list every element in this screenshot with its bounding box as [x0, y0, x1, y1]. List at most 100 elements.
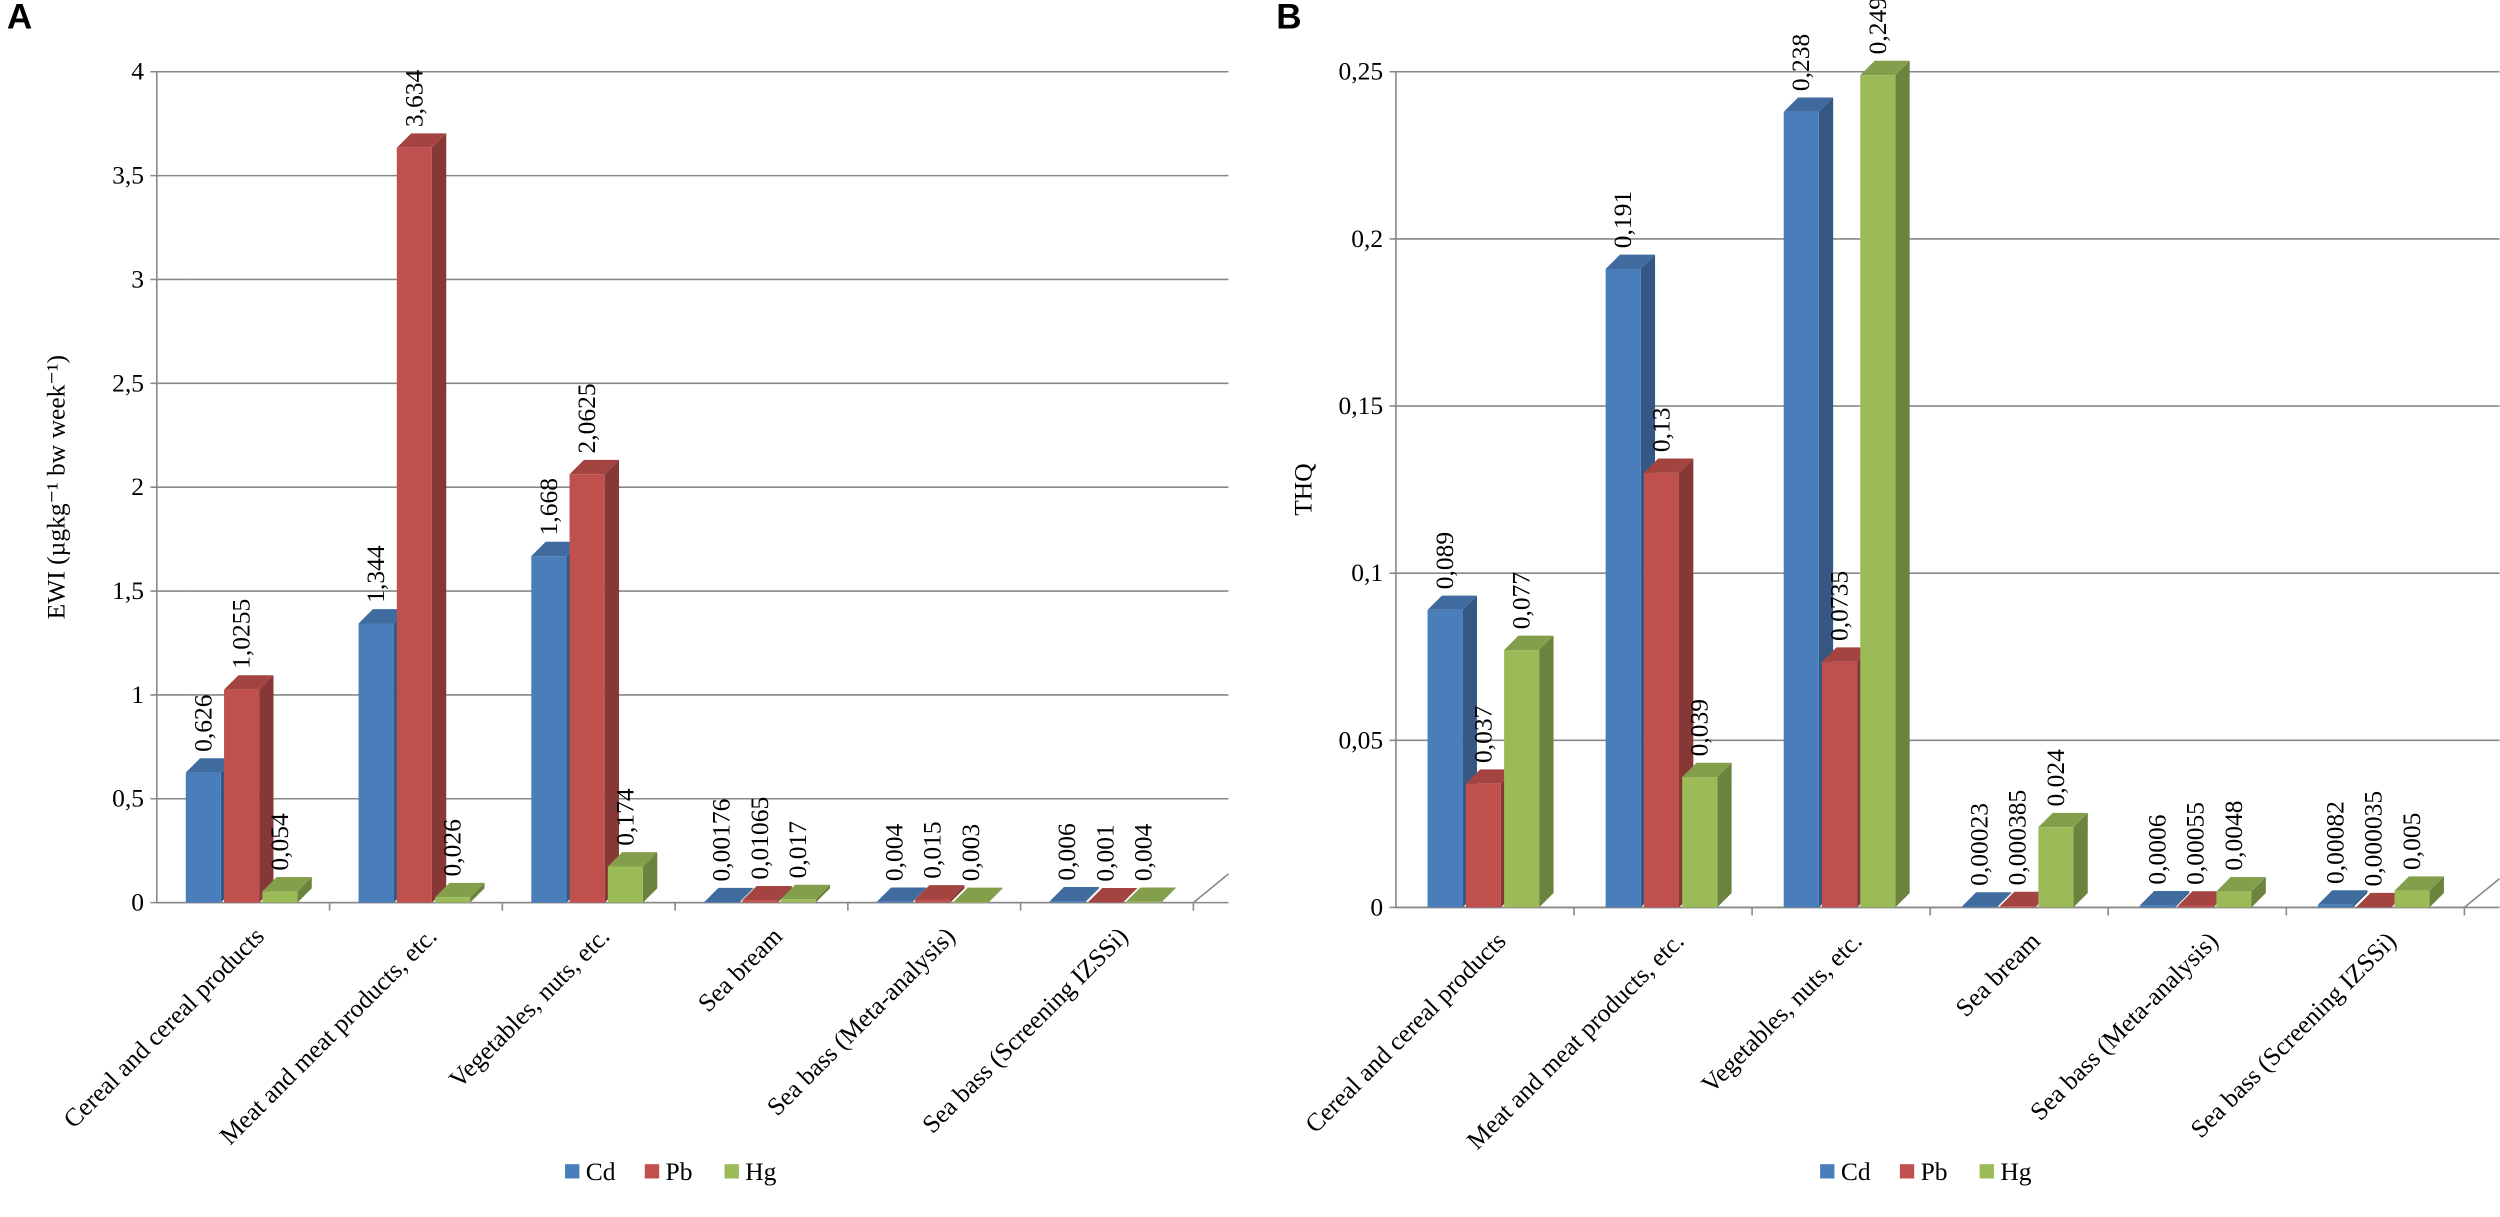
value-label: 0,004 — [1129, 823, 1158, 881]
value-label: 1,344 — [361, 545, 390, 603]
x-tick-label: Sea bream — [692, 921, 788, 1017]
value-label: 0,249 — [1863, 0, 1892, 54]
bar-front — [953, 902, 988, 903]
legend-swatch — [1820, 1164, 1834, 1178]
y-tick-label: 1 — [131, 680, 144, 709]
x-tick-label: Vegetables, nuts, etc. — [1695, 926, 1867, 1098]
value-label: 1,668 — [534, 478, 563, 535]
x-tick-label: Sea bass (Meta-analysis) — [2024, 926, 2224, 1126]
value-label: 2,0625 — [572, 383, 601, 453]
bar-front — [781, 899, 816, 903]
bar-front — [1682, 777, 1717, 907]
panel-label: B — [1276, 0, 1301, 37]
x-tick-label: Sea bass (Screening IZSSi) — [916, 921, 1133, 1138]
bar-front — [2216, 891, 2251, 907]
bar-front — [742, 900, 777, 902]
bar — [2394, 876, 2443, 907]
value-label: 0,00176 — [707, 799, 736, 882]
value-label: 0,037 — [1468, 705, 1497, 763]
bar-front — [1860, 75, 1895, 907]
legend-swatch — [725, 1164, 739, 1178]
bar-front — [435, 897, 470, 902]
legend-label: Cd — [1841, 1157, 1871, 1186]
value-label: 0,017 — [783, 821, 812, 879]
value-label: 0,039 — [1685, 699, 1714, 756]
value-label: 0,006 — [1052, 823, 1081, 880]
y-tick-label: 0,5 — [112, 784, 144, 813]
value-label: 0,0735 — [1824, 571, 1853, 641]
bar-front — [2394, 891, 2429, 908]
y-tick-label: 0,2 — [1351, 224, 1383, 253]
bar-front — [1644, 473, 1679, 908]
y-tick-label: 0 — [1370, 892, 1383, 921]
y-tick-label: 2 — [131, 472, 144, 501]
bar-front — [224, 690, 259, 903]
bar-front — [1504, 650, 1539, 907]
bar-side — [1539, 636, 1553, 908]
y-axis-label: EWI (µgkg⁻¹ bw week⁻¹) — [41, 355, 70, 619]
legend-label: Hg — [2000, 1157, 2031, 1186]
value-label: 0,0006 — [2142, 815, 2171, 885]
floor-edge — [1193, 874, 1228, 903]
bar — [2216, 877, 2265, 907]
y-tick-label: 3,5 — [112, 161, 144, 190]
y-tick-label: 4 — [131, 57, 144, 86]
bar-front — [1962, 907, 1997, 908]
bar-front — [1126, 902, 1161, 903]
legend-swatch — [645, 1164, 659, 1178]
y-tick-label: 2,5 — [112, 368, 144, 397]
bar-front — [2038, 827, 2073, 907]
bar-front — [2000, 906, 2035, 907]
bar — [2038, 813, 2087, 908]
bar-front — [1050, 901, 1085, 902]
value-label: 0,054 — [265, 813, 294, 871]
value-label: 0,626 — [188, 694, 217, 751]
legend-label: Hg — [745, 1157, 776, 1186]
y-tick-label: 0,15 — [1339, 391, 1384, 420]
bar-front — [877, 902, 912, 903]
bar-front — [915, 900, 950, 903]
bar-side — [1717, 763, 1731, 908]
value-label: 0,003 — [956, 824, 985, 881]
bar-front — [1466, 784, 1501, 908]
legend-swatch — [565, 1164, 579, 1178]
floor-edge — [2464, 879, 2499, 908]
y-tick-label: 0 — [131, 888, 144, 917]
value-label: 0,089 — [1430, 532, 1459, 589]
legend-label: Pb — [666, 1157, 693, 1186]
bar — [1860, 61, 1909, 908]
value-label: 0,004 — [879, 823, 908, 881]
bar-front — [186, 773, 221, 903]
value-label: 0,0048 — [2219, 801, 2248, 871]
value-label: 0,000385 — [2003, 790, 2032, 886]
bar-front — [2140, 905, 2175, 907]
x-tick-label: Cereal and cereal products — [58, 921, 270, 1133]
value-label: 0,001 — [1090, 824, 1119, 881]
value-label: 0,024 — [2041, 749, 2070, 807]
bar-front — [531, 556, 566, 902]
x-tick-label: Vegetables, nuts, etc. — [443, 921, 615, 1093]
value-label: 0,077 — [1507, 572, 1536, 630]
bar-front — [1822, 662, 1857, 908]
value-label: 0,015 — [918, 821, 947, 878]
legend-swatch — [1980, 1164, 1994, 1178]
x-tick-label: Sea bass (Screening IZSSi) — [2185, 926, 2402, 1143]
bar-front — [2318, 905, 2353, 908]
value-label: 0,191 — [1608, 191, 1637, 248]
bar — [608, 852, 657, 902]
bar-front — [397, 148, 432, 903]
legend-label: Pb — [1921, 1157, 1948, 1186]
panel-label: A — [7, 0, 32, 37]
value-label: 0,00055 — [2181, 802, 2210, 885]
legend-swatch — [1900, 1164, 1914, 1178]
value-label: 0,13 — [1646, 408, 1675, 453]
y-tick-label: 0,25 — [1339, 57, 1384, 86]
bar-top — [2318, 890, 2367, 904]
value-label: 3,634 — [399, 69, 428, 127]
bar-front — [570, 474, 605, 902]
bar — [397, 133, 446, 902]
bar-front — [1784, 112, 1819, 908]
bar-front — [1606, 269, 1641, 907]
